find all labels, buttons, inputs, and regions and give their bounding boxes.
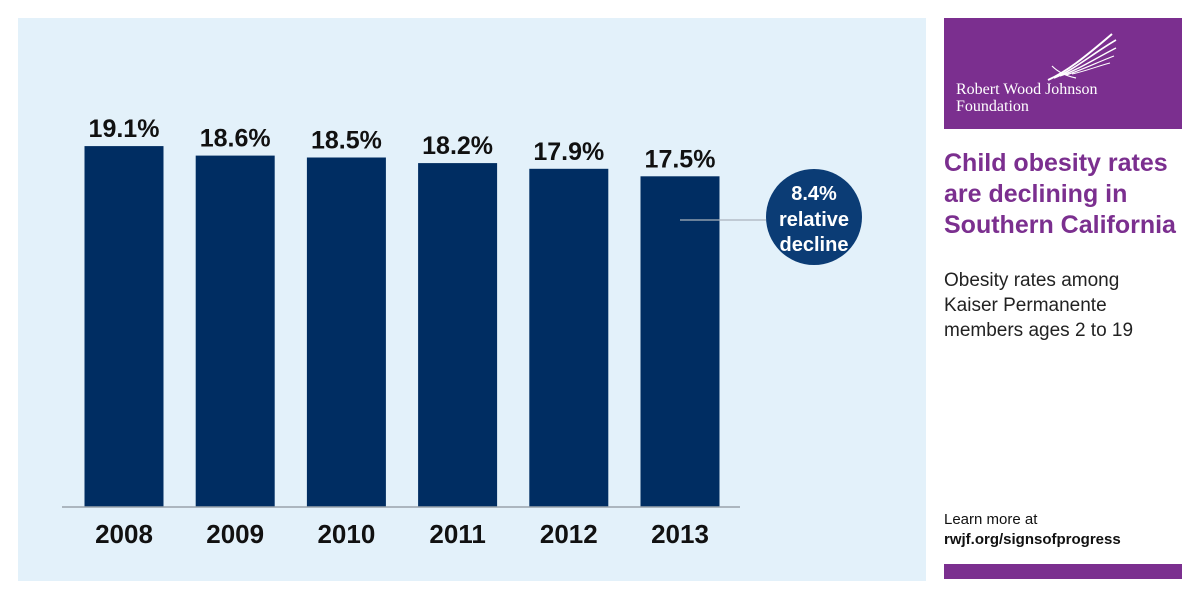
headline-line: are declining in bbox=[944, 180, 1128, 208]
callout-line1: relative bbox=[779, 209, 849, 231]
bar-2010 bbox=[306, 157, 386, 507]
logo-text-line1: Robert Wood Johnson bbox=[956, 81, 1098, 98]
value-label-2008: 19.1% bbox=[89, 115, 160, 143]
bar-2012 bbox=[529, 168, 609, 508]
x-tick-2010: 2010 bbox=[317, 519, 375, 549]
learn-more-text: Learn more at bbox=[944, 511, 1038, 528]
headline-line: Southern California bbox=[944, 211, 1176, 239]
x-tick-2012: 2012 bbox=[540, 519, 598, 549]
bar-2013 bbox=[640, 176, 720, 508]
subtitle: Obesity rates among Kaiser Permanente me… bbox=[944, 268, 1182, 343]
value-label-2011: 18.2% bbox=[422, 132, 493, 160]
bar-chart: 19.1% 2008 18.6% 2009 18.5% 2010 18.2% 2011 17.9… bbox=[62, 115, 862, 549]
headline: Child obesity rates are declining in Sou… bbox=[944, 148, 1182, 241]
sidebar: Robert Wood Johnson Foundation Child obe… bbox=[944, 18, 1182, 581]
callout-circle bbox=[766, 169, 862, 265]
bottom-accent-bar bbox=[944, 564, 1182, 579]
callout-value: 8.4% bbox=[791, 183, 837, 205]
headline-line: Child obesity rates bbox=[944, 149, 1168, 177]
feather-wing-icon bbox=[1047, 33, 1117, 81]
value-label-2010: 18.5% bbox=[311, 127, 382, 155]
chart-panel: 19.1% 2008 18.6% 2009 18.5% 2010 18.2% 2011 17.9… bbox=[18, 18, 926, 581]
callout-line2: decline bbox=[780, 234, 849, 256]
learn-more-link[interactable]: rwjf.org/signsofprogress bbox=[944, 531, 1121, 548]
bar-2011 bbox=[418, 163, 498, 507]
x-tick-2008: 2008 bbox=[95, 519, 153, 549]
x-tick-2011: 2011 bbox=[429, 519, 485, 549]
logo-text-line2: Foundation bbox=[956, 98, 1029, 115]
x-tick-2013: 2013 bbox=[651, 519, 709, 549]
subtitle-line: members ages 2 to 19 bbox=[944, 320, 1134, 341]
subtitle-line: Kaiser Permanente bbox=[944, 295, 1107, 316]
value-label-2012: 17.9% bbox=[533, 138, 604, 166]
bar-2009 bbox=[195, 155, 275, 507]
x-tick-2009: 2009 bbox=[206, 519, 264, 549]
value-label-2013: 17.5% bbox=[645, 145, 716, 173]
rwjf-logo[interactable]: Robert Wood Johnson Foundation bbox=[944, 18, 1182, 129]
bar-2008 bbox=[84, 146, 164, 507]
value-label-2009: 18.6% bbox=[200, 125, 271, 153]
subtitle-line: Obesity rates among bbox=[944, 270, 1120, 291]
